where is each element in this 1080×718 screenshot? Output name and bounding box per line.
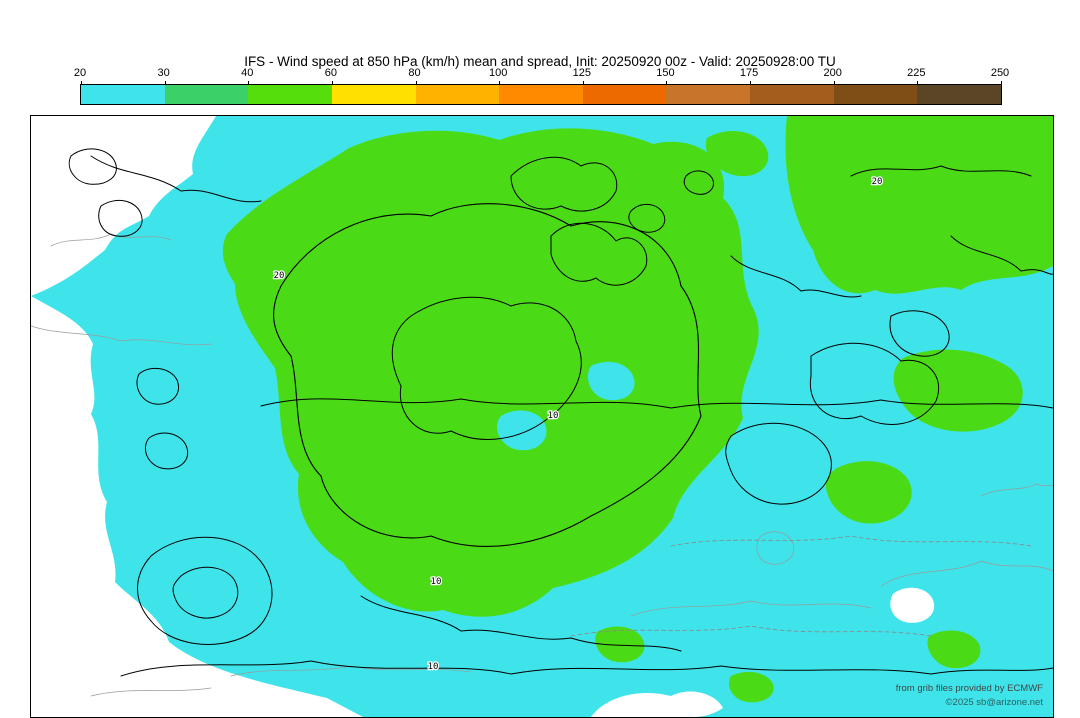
- wind-contour-17: [98, 199, 143, 237]
- coastline-7: [90, 687, 212, 697]
- colorbar-segment-125-150: [582, 85, 667, 104]
- colorbar-tick-labels: 20 30 40 60 80 100 125 150 175 200 225 250: [74, 67, 1009, 80]
- wind-contour-0: [273, 203, 702, 547]
- contour-label-20-3: 20: [274, 271, 285, 281]
- wind-contour-9: [950, 235, 1053, 275]
- wind-contour-3: [510, 156, 618, 212]
- colorbar-segment-175-200: [750, 85, 834, 104]
- credits-line2: ©2025 sb@arizone.net: [945, 697, 1043, 709]
- colorbar-segment-200-225: [833, 85, 918, 104]
- wind-contour-19: [145, 432, 189, 470]
- fill-region-white-below-20-northwest: [31, 116, 216, 296]
- colorbar-tickmark: [248, 81, 250, 85]
- wind-contour-15: [850, 165, 1032, 177]
- colorbar-segment-40-60: [248, 85, 332, 104]
- colorbar-tick-250: 250: [990, 67, 1010, 79]
- colorbar-segment-150-175: [666, 85, 751, 104]
- colorbar-tick-20: 20: [73, 67, 87, 79]
- wind-contour-5: [628, 204, 666, 233]
- colorbar-segment-20-30: [81, 85, 165, 104]
- map-svg: 10 10 20 20 10: [31, 116, 1053, 717]
- colorbar-tickmark: [1001, 81, 1002, 85]
- fill-region-green-30-60-south-2: [595, 626, 645, 663]
- contour-label-10-1: 10: [428, 662, 439, 672]
- wind-contour-14: [120, 660, 1053, 677]
- wind-contour-18: [136, 367, 179, 405]
- wind-contour-20: [360, 595, 682, 652]
- colorbar-segment-30-40: [164, 85, 249, 104]
- coastline-5: [230, 665, 472, 677]
- contour-label-10-4: 10: [548, 411, 559, 421]
- colorbar-tickmark: [81, 81, 82, 85]
- colorbar-tickmark: [582, 81, 584, 85]
- wind-contour-22: [670, 535, 1032, 547]
- coastline-2: [880, 560, 1053, 587]
- colorbar-tickmark: [331, 81, 333, 85]
- colorbar-tick-200: 200: [823, 67, 842, 79]
- wind-contour-23: [570, 625, 932, 637]
- fill-region-white-below-20-southeast: [890, 587, 935, 623]
- map-credits: from grib files provided by ECMWF ©2025 …: [896, 682, 1043, 711]
- fill-region-green-30-60-north-1: [705, 131, 769, 177]
- fill-region-green-30-60-east: [893, 349, 1023, 432]
- colorbar-tickmark: [917, 81, 919, 85]
- fill-region-cyan-hole-2: [587, 361, 635, 401]
- coastline-6: [980, 483, 1053, 497]
- colorbar-tickmark: [415, 81, 417, 85]
- fill-region-cyan-hole-1: [497, 410, 547, 451]
- wind-contour-6: [683, 170, 714, 195]
- colorbar-tickmark: [750, 81, 752, 85]
- wind-contour-10: [889, 310, 950, 357]
- colorbar-segment-80-100: [415, 85, 500, 104]
- colorbar-segment-100-125: [499, 85, 583, 104]
- colorbar-tick-175: 175: [739, 67, 759, 79]
- colorbar-tickmark: [666, 81, 668, 85]
- contour-label-10-0: 10: [431, 577, 442, 587]
- wind-contour-13: [172, 566, 239, 619]
- contour-label-20-2: 20: [872, 177, 883, 187]
- colorbar-tick-125: 125: [572, 67, 591, 79]
- fill-region-white-below-20-south: [591, 691, 723, 717]
- colorbar-tick-100: 100: [488, 67, 508, 79]
- fill-region-green-30-60-northeast: [785, 116, 1053, 294]
- wind-contour-21: [730, 255, 862, 298]
- colorbar-tick-80: 80: [408, 67, 421, 79]
- colorbar-tick-40: 40: [241, 67, 254, 79]
- colorbar-tickmark: [499, 81, 501, 85]
- fill-region-green-30-60-south-1: [728, 671, 774, 703]
- coastline-3: [630, 600, 872, 617]
- colorbar-tick-225: 225: [907, 67, 926, 79]
- colorbar-tick-60: 60: [324, 67, 338, 79]
- wind-contour-16: [68, 148, 117, 185]
- map: 10 10 20 20 10 from grib files provided by E…: [30, 115, 1054, 718]
- credits-line1: from grib files provided by ECMWF: [895, 682, 1043, 694]
- fill-region-green-30-60-east-south: [825, 461, 912, 524]
- colorbar-segment-225-250: [917, 85, 1002, 104]
- coastline-1: [31, 325, 212, 346]
- colorbar-segment-60-80: [331, 85, 416, 104]
- fill-region-green-30-60-southeast: [927, 630, 981, 669]
- wind-contour-12: [137, 536, 273, 645]
- coastline-4: [756, 531, 795, 565]
- colorbar-tick-30: 30: [157, 67, 170, 79]
- wind-contour-11: [725, 422, 832, 505]
- wind-contour-4: [550, 222, 648, 286]
- wind-contour-8: [809, 342, 939, 425]
- fill-region-green-30-60-central: [222, 128, 759, 617]
- wind-contour-1: [391, 296, 582, 440]
- wind-contour-7: [260, 398, 1053, 409]
- chart-title: IFS - Wind speed at 850 hPa (km/h) mean …: [244, 54, 836, 69]
- colorbar-tickmark: [833, 81, 835, 85]
- fill-region-white-below-20-west: [31, 296, 363, 717]
- colorbar-tickmark: [164, 81, 166, 85]
- colorbar-tick-150: 150: [656, 67, 675, 79]
- colorbar: [80, 81, 1002, 105]
